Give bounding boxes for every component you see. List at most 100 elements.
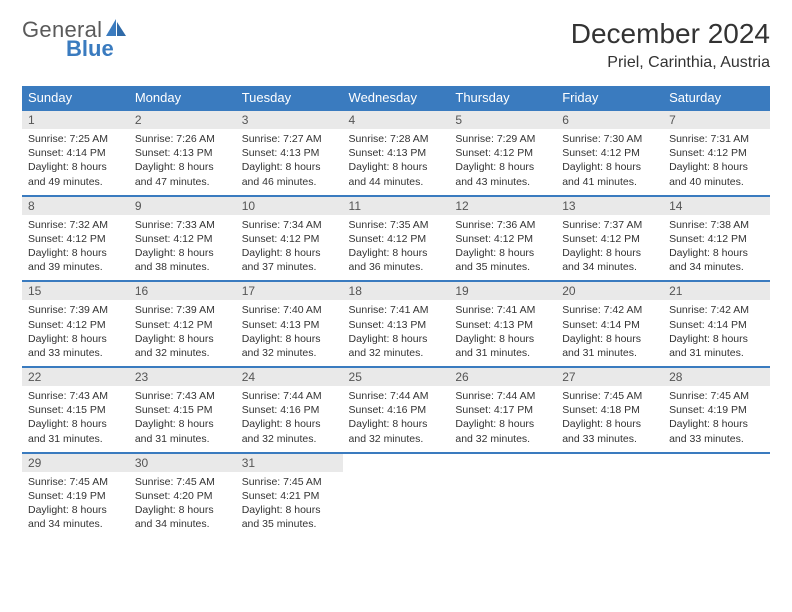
daylight-label: Daylight: — [669, 333, 710, 345]
sunset-value: 4:12 PM — [280, 233, 319, 245]
sunrise-value: 7:45 AM — [69, 476, 108, 488]
sunset-value: 4:12 PM — [387, 233, 426, 245]
sunrise-label: Sunrise: — [349, 133, 388, 145]
day-details: Sunrise: 7:44 AMSunset: 4:16 PMDaylight:… — [236, 386, 343, 452]
calendar-table: SundayMondayTuesdayWednesdayThursdayFrid… — [22, 86, 770, 537]
day-details: Sunrise: 7:45 AMSunset: 4:19 PMDaylight:… — [22, 472, 129, 538]
day-details: Sunrise: 7:42 AMSunset: 4:14 PMDaylight:… — [663, 300, 770, 366]
day-details: Sunrise: 7:40 AMSunset: 4:13 PMDaylight:… — [236, 300, 343, 366]
calendar-day: 30Sunrise: 7:45 AMSunset: 4:20 PMDayligh… — [129, 453, 236, 538]
sunrise-value: 7:31 AM — [711, 133, 750, 145]
calendar-day: 10Sunrise: 7:34 AMSunset: 4:12 PMDayligh… — [236, 196, 343, 282]
header-row: General Blue December 2024 Priel, Carint… — [22, 18, 770, 72]
daylight-label: Daylight: — [135, 504, 176, 516]
day-number: 24 — [236, 368, 343, 386]
sunset-label: Sunset: — [455, 233, 491, 245]
sunset-label: Sunset: — [135, 319, 171, 331]
day-details: Sunrise: 7:43 AMSunset: 4:15 PMDaylight:… — [22, 386, 129, 452]
sunset-value: 4:13 PM — [387, 319, 426, 331]
daylight-label: Daylight: — [455, 333, 496, 345]
sunset-value: 4:13 PM — [494, 319, 533, 331]
sunrise-value: 7:44 AM — [497, 390, 536, 402]
calendar-day: 17Sunrise: 7:40 AMSunset: 4:13 PMDayligh… — [236, 281, 343, 367]
day-details: Sunrise: 7:39 AMSunset: 4:12 PMDaylight:… — [22, 300, 129, 366]
day-number: 18 — [343, 282, 450, 300]
sunset-value: 4:21 PM — [280, 490, 319, 502]
daylight-label: Daylight: — [455, 247, 496, 259]
calendar-head: SundayMondayTuesdayWednesdayThursdayFrid… — [22, 86, 770, 110]
sunset-value: 4:13 PM — [173, 147, 212, 159]
day-details: Sunrise: 7:45 AMSunset: 4:19 PMDaylight:… — [663, 386, 770, 452]
title-block: December 2024 Priel, Carinthia, Austria — [571, 18, 770, 72]
calendar-day: 24Sunrise: 7:44 AMSunset: 4:16 PMDayligh… — [236, 367, 343, 453]
calendar-day: 26Sunrise: 7:44 AMSunset: 4:17 PMDayligh… — [449, 367, 556, 453]
daylight-label: Daylight: — [349, 247, 390, 259]
sunset-value: 4:13 PM — [280, 319, 319, 331]
daylight-label: Daylight: — [242, 247, 283, 259]
calendar-week: 15Sunrise: 7:39 AMSunset: 4:12 PMDayligh… — [22, 281, 770, 367]
sunset-label: Sunset: — [562, 319, 598, 331]
sunset-value: 4:15 PM — [67, 404, 106, 416]
sunrise-label: Sunrise: — [28, 219, 67, 231]
calendar-day: .. — [449, 453, 556, 538]
daylight-label: Daylight: — [242, 418, 283, 430]
sunset-value: 4:14 PM — [67, 147, 106, 159]
daylight-label: Daylight: — [28, 247, 69, 259]
sunset-value: 4:13 PM — [387, 147, 426, 159]
sunrise-label: Sunrise: — [242, 390, 281, 402]
weekday-header: Tuesday — [236, 86, 343, 110]
sunset-label: Sunset: — [28, 233, 64, 245]
calendar-week: 8Sunrise: 7:32 AMSunset: 4:12 PMDaylight… — [22, 196, 770, 282]
sunrise-value: 7:35 AM — [390, 219, 429, 231]
sunrise-label: Sunrise: — [135, 476, 174, 488]
sunrise-label: Sunrise: — [669, 133, 708, 145]
daylight-label: Daylight: — [455, 161, 496, 173]
sunset-label: Sunset: — [242, 490, 278, 502]
day-details: Sunrise: 7:45 AMSunset: 4:21 PMDaylight:… — [236, 472, 343, 538]
sunset-label: Sunset: — [455, 404, 491, 416]
sunrise-label: Sunrise: — [242, 476, 281, 488]
calendar-day: 19Sunrise: 7:41 AMSunset: 4:13 PMDayligh… — [449, 281, 556, 367]
calendar-day: 15Sunrise: 7:39 AMSunset: 4:12 PMDayligh… — [22, 281, 129, 367]
calendar-day: 3Sunrise: 7:27 AMSunset: 4:13 PMDaylight… — [236, 110, 343, 196]
sunrise-value: 7:28 AM — [390, 133, 429, 145]
sunset-label: Sunset: — [562, 233, 598, 245]
daylight-label: Daylight: — [242, 333, 283, 345]
sunset-value: 4:18 PM — [601, 404, 640, 416]
day-number: 19 — [449, 282, 556, 300]
daylight-label: Daylight: — [349, 161, 390, 173]
day-number: 15 — [22, 282, 129, 300]
sunrise-value: 7:25 AM — [69, 133, 108, 145]
day-number: 6 — [556, 111, 663, 129]
day-number: 4 — [343, 111, 450, 129]
daylight-label: Daylight: — [669, 247, 710, 259]
sunrise-label: Sunrise: — [562, 390, 601, 402]
daylight-label: Daylight: — [242, 161, 283, 173]
day-number: 27 — [556, 368, 663, 386]
day-number: 9 — [129, 197, 236, 215]
sunrise-label: Sunrise: — [349, 390, 388, 402]
calendar-day: 12Sunrise: 7:36 AMSunset: 4:12 PMDayligh… — [449, 196, 556, 282]
sunset-value: 4:14 PM — [601, 319, 640, 331]
sunset-label: Sunset: — [242, 404, 278, 416]
day-number: 29 — [22, 454, 129, 472]
calendar-day: 1Sunrise: 7:25 AMSunset: 4:14 PMDaylight… — [22, 110, 129, 196]
day-number: 2 — [129, 111, 236, 129]
sunrise-value: 7:42 AM — [604, 304, 643, 316]
calendar-week: 1Sunrise: 7:25 AMSunset: 4:14 PMDaylight… — [22, 110, 770, 196]
daylight-label: Daylight: — [669, 418, 710, 430]
sunset-label: Sunset: — [669, 404, 705, 416]
sunset-label: Sunset: — [135, 404, 171, 416]
daylight-label: Daylight: — [135, 418, 176, 430]
day-number: 8 — [22, 197, 129, 215]
sunset-label: Sunset: — [135, 233, 171, 245]
sunrise-label: Sunrise: — [669, 304, 708, 316]
calendar-day: 5Sunrise: 7:29 AMSunset: 4:12 PMDaylight… — [449, 110, 556, 196]
sunrise-label: Sunrise: — [28, 476, 67, 488]
day-number: 13 — [556, 197, 663, 215]
day-details: Sunrise: 7:31 AMSunset: 4:12 PMDaylight:… — [663, 129, 770, 195]
calendar-day: 22Sunrise: 7:43 AMSunset: 4:15 PMDayligh… — [22, 367, 129, 453]
weekday-header: Friday — [556, 86, 663, 110]
sunset-value: 4:16 PM — [280, 404, 319, 416]
day-details: Sunrise: 7:42 AMSunset: 4:14 PMDaylight:… — [556, 300, 663, 366]
